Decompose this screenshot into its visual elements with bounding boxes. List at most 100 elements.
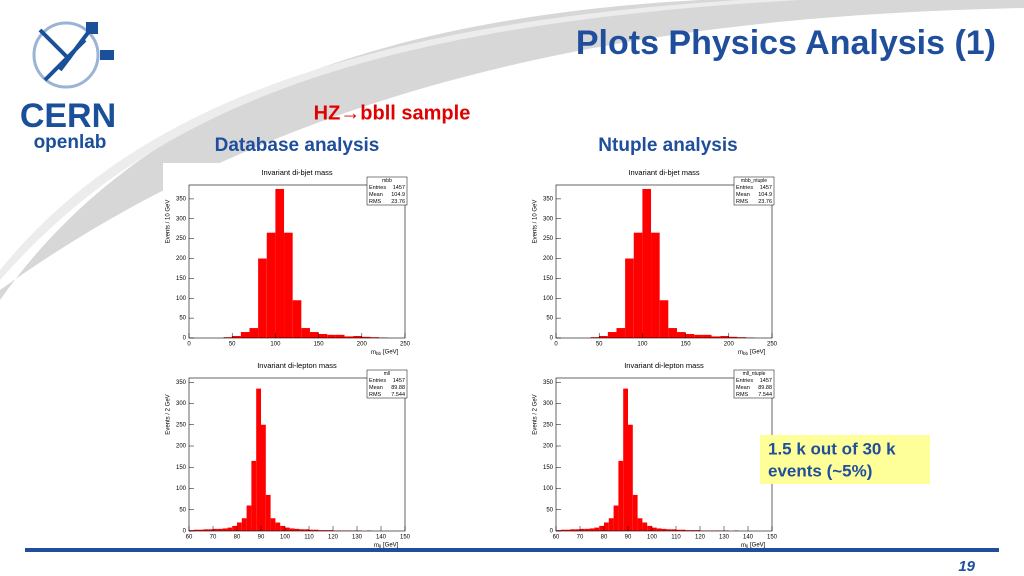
bar [261, 424, 266, 531]
bar [323, 530, 329, 531]
bar [353, 336, 362, 338]
bar [292, 300, 302, 338]
bar [309, 332, 319, 338]
stats-value: 7.544 [391, 392, 405, 398]
bar [642, 522, 648, 531]
bar [608, 518, 614, 531]
y-tick-label: 150 [543, 465, 554, 471]
bar [217, 528, 223, 531]
y-tick-label: 50 [546, 316, 553, 322]
bar [668, 328, 677, 338]
bar [241, 518, 247, 531]
y-tick-label: 350 [176, 196, 187, 202]
bar [616, 328, 626, 338]
histogram-panel: Invariant di-lepton mass 0 50 100 150 200 250 3… [530, 356, 797, 549]
y-tick-label: 250 [176, 236, 187, 242]
y-tick-label: 150 [176, 465, 187, 471]
x-label-unit: [GeV] [750, 543, 766, 549]
x-tick-label: 0 [554, 342, 558, 348]
bar [304, 529, 309, 531]
stats-value: 89.88 [391, 385, 405, 391]
frame [188, 184, 406, 339]
y-tick-label: 200 [176, 256, 187, 262]
x-tick-label: 70 [577, 535, 584, 541]
bar [285, 527, 290, 531]
bar [633, 232, 643, 338]
bar [642, 188, 652, 338]
stats-key: Entries [736, 185, 753, 191]
y-tick-label: 0 [183, 529, 187, 535]
bar [625, 258, 634, 338]
y-tick-label: 50 [546, 507, 553, 513]
plot-title: Invariant di-lepton mass [624, 361, 704, 370]
footer-line [25, 548, 999, 552]
bar [580, 528, 585, 531]
bar [613, 505, 619, 531]
stats-key: Entries [369, 185, 386, 191]
x-tick-label: 50 [229, 342, 236, 348]
y-axis-label: Events / 2 GeV [166, 394, 172, 434]
stats-key: RMS [736, 199, 749, 205]
y-tick-label: 50 [179, 507, 186, 513]
bar [251, 460, 257, 531]
bar [240, 332, 250, 338]
bar [671, 529, 676, 531]
bar [370, 337, 380, 338]
x-label-unit: [GeV] [750, 350, 766, 356]
stats-box [733, 369, 775, 399]
x-tick-label: 150 [314, 342, 325, 348]
stats-key: RMS [369, 199, 382, 205]
y-tick-label: 200 [176, 444, 187, 450]
x-tick-label: 250 [767, 342, 778, 348]
bar [695, 530, 700, 531]
slide-title: Plots Physics Analysis (1) [576, 24, 996, 62]
y-tick-label: 350 [543, 380, 554, 386]
note-box [760, 435, 930, 484]
x-tick-label: 90 [625, 535, 632, 541]
y-tick-label: 100 [176, 486, 187, 492]
bar [659, 300, 669, 338]
stats-key: Entries [369, 378, 386, 384]
bar [560, 529, 566, 531]
stats-name: mbb_ntuple [741, 178, 767, 184]
bar [301, 328, 310, 338]
bar [232, 336, 241, 338]
bar [328, 530, 333, 531]
bar [676, 529, 681, 531]
plot-title: Invariant di-bjet mass [261, 168, 333, 177]
y-axis-label: Events / 10 GeV [166, 200, 172, 244]
stats-box [366, 369, 408, 399]
bar [676, 332, 686, 338]
x-tick-label: 100 [270, 342, 281, 348]
bar [327, 334, 336, 338]
x-label-sub: bb [376, 351, 382, 356]
bar [270, 518, 276, 531]
y-tick-label: 300 [176, 216, 187, 222]
x-tick-label: 60 [186, 535, 193, 541]
bar [213, 528, 218, 531]
stats-box [733, 176, 775, 206]
x-tick-label: 200 [724, 342, 735, 348]
stats-name: mll_ntuple [743, 371, 766, 377]
bar [246, 505, 252, 531]
x-tick-label: 110 [671, 535, 681, 541]
bar [222, 528, 228, 531]
x-tick-label: 50 [596, 342, 603, 348]
bar [344, 336, 354, 338]
x-axis-label: mbb [371, 350, 382, 357]
bar [223, 337, 233, 338]
bar [607, 332, 617, 338]
subtitle: HZ→bbll sample [314, 102, 471, 124]
bar [623, 388, 628, 531]
bar [711, 336, 721, 338]
bar [208, 529, 213, 531]
bar [361, 336, 371, 338]
x-tick-label: 70 [210, 535, 217, 541]
x-tick-label: 150 [767, 535, 778, 541]
bar [275, 522, 281, 531]
swoosh [0, 0, 1024, 300]
logo-sub: openlab [34, 132, 107, 153]
stats-value: 23.76 [391, 199, 405, 205]
stats-value: 1457 [393, 378, 405, 384]
y-axis-label: Events / 2 GeV [533, 394, 539, 434]
